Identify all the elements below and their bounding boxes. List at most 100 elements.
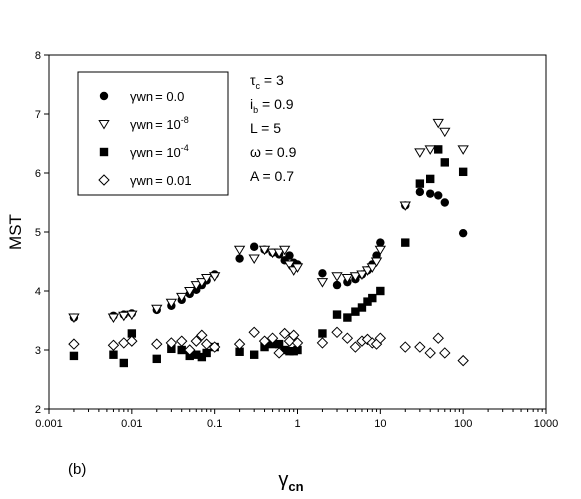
parameter-value: = 3 — [260, 72, 284, 88]
parameter-symbol: A — [250, 168, 260, 184]
data-point — [109, 350, 118, 359]
y-tick-label: 6 — [35, 168, 41, 180]
data-point — [233, 338, 246, 350]
x-tick-label: 1 — [294, 418, 300, 430]
data-point — [268, 339, 277, 349]
data-point — [357, 303, 367, 312]
data-point — [291, 263, 304, 273]
data-point — [331, 272, 343, 282]
data-point — [399, 201, 411, 211]
data-point — [126, 335, 138, 347]
parameter-value: = 0.9 — [258, 96, 294, 112]
data-point — [399, 341, 411, 353]
data-point — [401, 238, 410, 247]
data-point — [167, 344, 176, 354]
data-point — [351, 307, 360, 316]
data-point — [165, 298, 178, 309]
legend-label: γwn = 10-8 — [130, 115, 189, 132]
panel-label: (b) — [68, 461, 86, 478]
data-point — [426, 174, 435, 184]
y-tick-label: 2 — [35, 404, 41, 416]
data-point — [457, 145, 469, 155]
data-point — [316, 278, 329, 288]
data-point — [235, 347, 244, 356]
axes: 0.001 0.01 0.1 1 10 100 1000 2 3 4 5 6 7 8 MST γcn — [6, 50, 558, 494]
data-point — [415, 179, 425, 188]
data-points — [68, 118, 469, 368]
x-tick-label: 1000 — [534, 418, 558, 430]
data-point — [273, 347, 285, 359]
data-point — [127, 329, 137, 338]
data-point — [376, 238, 385, 247]
data-point — [258, 335, 271, 347]
data-point — [432, 118, 444, 129]
x-tick-label: 100 — [454, 418, 472, 430]
data-point — [439, 347, 451, 359]
data-point — [341, 332, 354, 344]
x-tick-label: 0.1 — [207, 418, 222, 430]
data-point — [248, 326, 260, 339]
data-point — [368, 293, 377, 303]
data-point — [273, 248, 285, 259]
data-point — [151, 338, 163, 350]
parameter-subscript: b — [253, 105, 258, 115]
legend-label: γwn = 10-4 — [130, 143, 189, 160]
data-point — [318, 269, 327, 278]
legend-marker — [99, 147, 109, 157]
data-point — [69, 351, 79, 361]
parameter-label: ib = 0.9 — [250, 96, 294, 115]
data-point — [200, 338, 213, 350]
data-point — [318, 329, 327, 338]
data-point — [424, 145, 436, 155]
series-3 — [69, 145, 468, 368]
series-1 — [69, 187, 468, 322]
data-point — [118, 311, 130, 322]
data-point — [249, 350, 259, 359]
legend: γwn = 0.0 γwn = 10-8 γwn = 10-4 γwn = 0.01 — [77, 71, 229, 196]
data-point — [415, 187, 425, 197]
data-point — [184, 344, 196, 356]
data-point — [332, 280, 342, 290]
data-point — [285, 251, 294, 260]
data-point — [432, 332, 444, 344]
parameter-annotations: τc = 3 ib = 0.9 L = 5 ω = 0.9 A = 0.7 — [250, 72, 297, 184]
parameter-label: L = 5 — [250, 120, 281, 136]
y-tick-label: 3 — [35, 345, 41, 357]
data-point — [192, 350, 201, 359]
legend-label-value: = 10 — [155, 145, 181, 160]
legend-label: γwn = 0.0 — [130, 89, 184, 104]
data-point — [126, 310, 138, 321]
data-point — [414, 341, 426, 353]
data-point — [190, 281, 202, 291]
y-tick-label: 4 — [35, 286, 41, 298]
x-axis-title-symbol: γ — [278, 469, 288, 491]
data-point — [293, 345, 302, 355]
data-point — [107, 339, 120, 351]
series-4 — [68, 326, 469, 367]
y-tick-label: 8 — [35, 50, 41, 62]
legend-label-exponent: -4 — [181, 143, 189, 153]
data-point — [258, 245, 271, 256]
data-point — [341, 274, 354, 284]
data-point — [440, 158, 449, 167]
legend-label-value: = 10 — [155, 117, 181, 132]
data-point — [283, 260, 296, 270]
y-tick-label: 7 — [35, 109, 41, 121]
data-point — [331, 326, 343, 339]
parameter-label: τc = 3 — [250, 72, 284, 91]
data-point — [233, 245, 246, 256]
parameter-label: A = 0.7 — [250, 168, 294, 184]
data-point — [196, 329, 208, 341]
legend-label: γwn = 0.01 — [130, 173, 192, 188]
legend-marker — [99, 91, 109, 101]
data-point — [202, 348, 211, 358]
data-point — [151, 304, 163, 315]
data-point — [260, 342, 269, 352]
data-point — [196, 278, 208, 288]
parameter-label: ω = 0.9 — [250, 144, 297, 160]
x-tick-label: 10 — [374, 418, 386, 430]
data-point — [175, 335, 188, 347]
data-point — [374, 332, 387, 344]
data-point — [235, 254, 244, 263]
